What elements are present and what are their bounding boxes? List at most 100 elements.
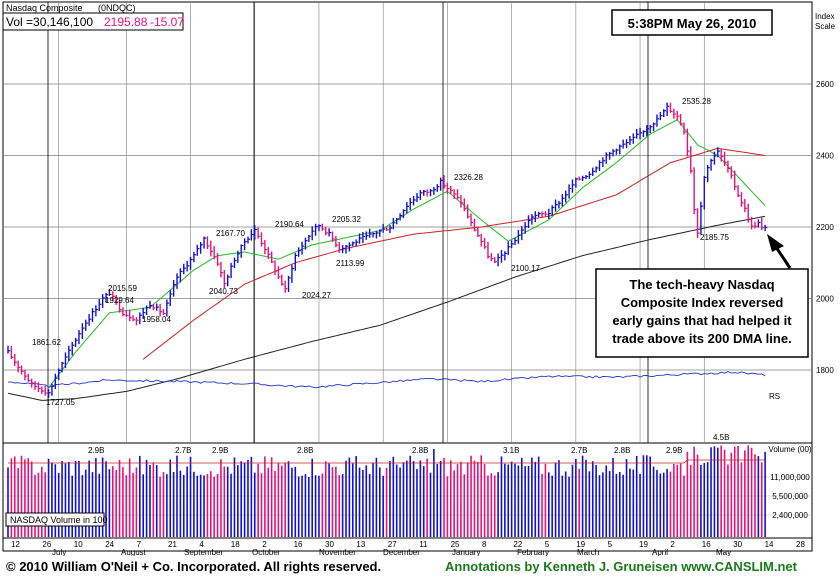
- price-bar: [666, 102, 670, 116]
- date-tick-label: 30: [325, 540, 334, 549]
- price-bar: [247, 236, 251, 244]
- price-bar: [757, 219, 761, 228]
- annotation-line-4: trade above its 200 DMA line.: [612, 331, 791, 346]
- price-point-label: 2190.64: [275, 220, 304, 229]
- date-tick-label: 22: [513, 540, 522, 549]
- volume-label: Vol =30,146,100: [6, 15, 93, 29]
- price-bar: [230, 262, 234, 279]
- price-bar: [291, 264, 295, 283]
- moving-average-line: [7, 215, 766, 401]
- price-bar: [534, 211, 538, 223]
- price-bar: [605, 152, 609, 164]
- price-change: -15.07: [150, 15, 184, 29]
- price-bar: [544, 211, 548, 217]
- date-tick-label: 2: [262, 540, 267, 549]
- price-bar: [737, 185, 741, 198]
- date-tick-label: 30: [733, 540, 742, 549]
- price-bar: [139, 312, 143, 325]
- price-bar: [568, 184, 572, 199]
- price-bar: [453, 189, 457, 200]
- price-bar: [649, 124, 653, 134]
- price-bar: [237, 250, 241, 263]
- price-bar: [135, 317, 139, 326]
- timestamp-box: [611, 9, 773, 36]
- price-bar: [51, 383, 55, 396]
- price-bar: [203, 236, 207, 249]
- price-bar: [24, 369, 28, 381]
- price-bar: [331, 231, 335, 242]
- footer: © 2010 William O'Neil + Co. Incorporated…: [0, 556, 840, 578]
- price-bar: [602, 157, 606, 167]
- price-bar: [169, 290, 173, 306]
- price-bar: [328, 228, 332, 237]
- price-bar: [524, 222, 528, 234]
- price-bar: [189, 256, 193, 270]
- price-bar: [551, 205, 555, 216]
- price-bar: [250, 229, 254, 241]
- price-bar: [426, 189, 430, 197]
- volume-annotation: 2.7B: [571, 446, 587, 455]
- price-bar: [210, 240, 213, 257]
- price-bar: [561, 194, 565, 207]
- volume-annotation: 2.7B: [175, 446, 191, 455]
- date-tick-label: 25: [451, 540, 460, 549]
- date-tick-label: 26: [42, 540, 51, 549]
- price-bar: [7, 345, 11, 354]
- price-bar: [159, 303, 163, 317]
- month-label: July: [52, 548, 66, 556]
- price-bar: [527, 215, 531, 229]
- price-bar: [703, 176, 707, 210]
- price-bar: [193, 251, 197, 263]
- price-bar: [635, 129, 639, 139]
- price-bar: [318, 224, 322, 232]
- credits-link[interactable]: Annotations by Kenneth J. Gruneisen www.…: [445, 559, 797, 574]
- price-bar: [494, 257, 497, 264]
- price-bar: [281, 274, 284, 286]
- timestamp: 5:38PM May 26, 2010: [628, 16, 757, 31]
- volume-annotation: 4.5B: [713, 433, 729, 442]
- price-bar: [216, 253, 220, 266]
- price-bar: [463, 198, 467, 212]
- date-tick-label: 28: [796, 540, 805, 549]
- date-tick-label: 19: [576, 540, 585, 549]
- price-point-label: 2167.70: [216, 229, 245, 238]
- price-bar: [304, 237, 308, 250]
- price-bar: [145, 305, 149, 316]
- annotation-line-2: Composite Index reversed: [621, 295, 784, 310]
- annotation-arrowhead: [767, 234, 784, 252]
- price-bar: [37, 382, 41, 393]
- price-bar: [152, 303, 156, 311]
- price-bar: [125, 310, 129, 317]
- price-bar: [352, 241, 355, 247]
- price-bar: [470, 213, 474, 226]
- price-bar: [105, 292, 109, 303]
- price-bar: [68, 345, 72, 362]
- volume-annotation: 3.1B: [503, 446, 519, 455]
- price-bar: [308, 234, 312, 243]
- price-bar: [91, 308, 95, 323]
- price-bar: [118, 299, 122, 313]
- price-bar: [619, 144, 622, 155]
- price-bar: [172, 280, 176, 297]
- price-bar: [429, 189, 433, 197]
- price-tick-label: 2200: [816, 223, 834, 232]
- price-bar: [314, 223, 318, 236]
- rs-line: [8, 371, 766, 389]
- price-bar: [744, 198, 748, 213]
- price-bar: [460, 194, 464, 208]
- price-bar: [639, 127, 643, 140]
- price-bar: [548, 208, 551, 220]
- price-bar: [581, 175, 585, 182]
- scale-label-scale: Scale: [815, 22, 836, 31]
- price-bar: [510, 240, 514, 249]
- price-bar: [588, 171, 592, 179]
- price-bar: [81, 323, 85, 339]
- price-bar: [379, 229, 382, 237]
- plot-frame: [2, 1, 813, 552]
- price-bar: [663, 109, 666, 118]
- chart-labels: 2600 2400 2200 2000 1800 Volume (00) 11,000,00…: [11, 80, 834, 557]
- price-bar: [696, 208, 700, 239]
- price-bar: [612, 149, 616, 157]
- price-bar: [112, 291, 115, 301]
